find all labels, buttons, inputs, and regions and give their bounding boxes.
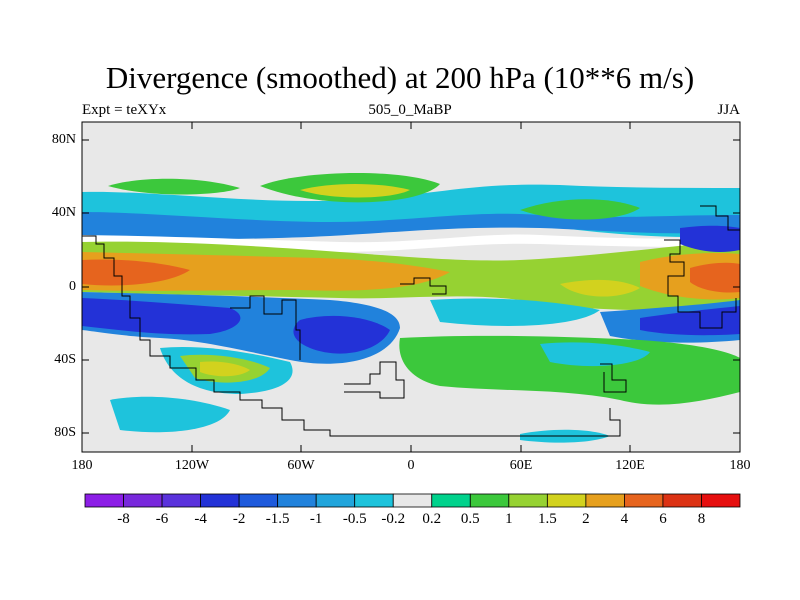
coast-south-america [230,295,301,360]
contour-orange-tropics [82,252,450,291]
colorbar-label: -8 [117,511,130,527]
colorbar-box [431,493,471,508]
contour-cyan-far-south [110,396,230,433]
colorbar-label: 2 [582,511,590,527]
contour-field [82,122,740,452]
coast-australia [600,363,627,393]
colorbar-label: -0.2 [381,511,406,527]
colorbar-box [315,493,356,508]
colorbar-label: 0.2 [422,511,442,527]
colorbar-box [546,493,587,508]
coast-africa [344,361,405,399]
coast-americas [82,235,621,437]
colorbar-box [469,493,510,508]
colorbar-label: -1 [309,511,323,527]
colorbar-label: 0.5 [460,511,480,527]
contour-darkblue-south-west [82,298,241,335]
contour-green-north-1 [108,178,240,195]
x-tick-label: 120W [174,458,210,473]
colorbar-box [392,493,433,508]
colorbar-box [123,493,163,508]
season-label: JJA [717,102,740,118]
colorbar-box [508,493,548,508]
axis-ticks [81,122,741,452]
colorbar-box [277,493,317,508]
colorbar-label: 1.5 [537,511,557,527]
contour-darkblue-south-central [293,315,390,354]
x-tick-label: 180 [71,458,93,473]
colorbar [84,493,741,508]
colorbar-label: 6 [659,511,667,527]
contour-cyan-subtropic [430,298,600,326]
colorbar-label: 1 [505,511,513,527]
colorbar-label: -0.5 [342,511,367,527]
colorbar-label: -4 [194,511,207,527]
colorbar-box [161,493,201,508]
y-tick-label: 80N [51,132,76,147]
y-tick-label: 80S [54,425,76,440]
colorbar-box [238,493,279,508]
contour-yellow-tropics-east [560,279,640,297]
x-tick-label: 0 [407,458,415,473]
contour-darkblue-north-east [680,225,740,252]
colorbar-box [701,493,741,508]
x-tick-label: 60W [287,458,315,473]
colorbar-box [662,493,702,508]
coast-asia [664,239,737,329]
run-label: 505_0_MaBP [368,102,452,118]
y-tick-label: 0 [69,279,76,294]
coastlines [82,205,740,437]
contour-red-tropics-east [690,262,740,293]
colorbar-box [585,493,625,508]
x-tick-label: 60E [509,458,533,473]
y-tick-label: 40N [51,205,76,220]
contour-red-tropics-west [82,259,190,286]
colorbar-label: -1.5 [265,511,290,527]
colorbar-label: 4 [620,511,629,527]
experiment-label: Expt = teXYx [82,102,167,118]
colorbar-box [354,493,394,508]
y-tick-label: 40S [54,352,76,367]
plot-title: Divergence (smoothed) at 200 hPa (10**6 … [105,60,695,95]
x-tick-label: 180 [729,458,751,473]
contour-green-south [399,335,740,405]
colorbar-box [624,493,664,508]
x-tick-label: 120E [615,458,645,473]
contour-yellow-north [300,184,410,198]
colorbar-box [200,493,240,508]
contour-green-north-3 [520,199,640,220]
contour-cyan-south-east [540,342,650,367]
coast-north-asia [700,205,740,231]
coast-mediterranean [400,277,447,295]
colorbar-label: 8 [697,511,706,527]
contour-yellow-south-west [200,361,250,377]
colorbar-label: -2 [232,511,246,527]
colorbar-box [84,493,124,508]
colorbar-label: -6 [155,511,169,527]
